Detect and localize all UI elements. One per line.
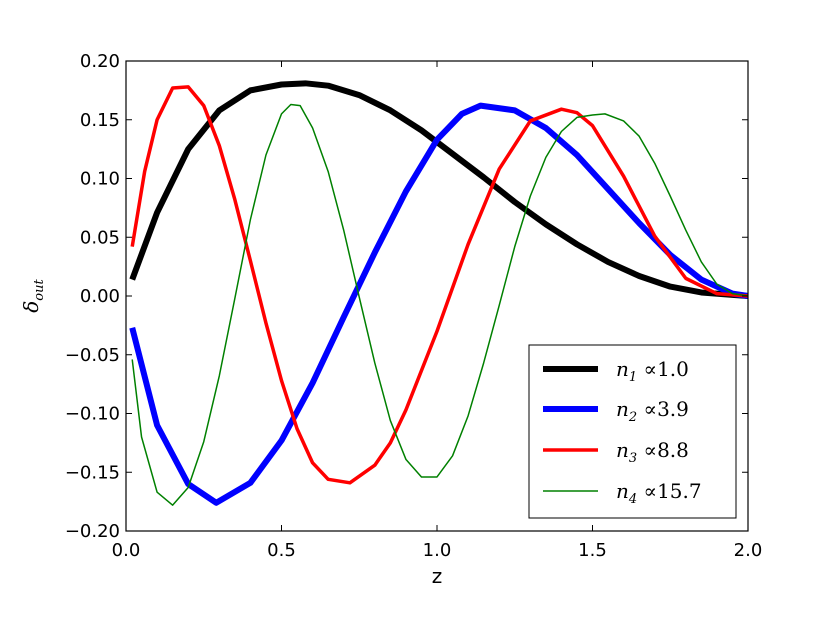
x-tick-label: 0.5 [267, 540, 296, 561]
y-tick-label: −0.05 [65, 345, 120, 366]
y-tick-label: −0.10 [65, 404, 120, 425]
legend-label-subscript: 4 [628, 492, 637, 507]
y-axis-label-symbol: δ [19, 301, 43, 313]
x-axis-label: z [432, 564, 443, 588]
legend-label-subscript: 1 [629, 370, 637, 385]
y-axis-label: δout [19, 278, 47, 312]
y-axis-label-subscript: out [32, 278, 47, 300]
legend-label-subscript: 2 [628, 410, 637, 425]
legend-label-value: ∝3.9 [637, 397, 689, 421]
y-tick-label: 0.05 [80, 227, 120, 248]
svg-text:δout: δout [19, 278, 47, 312]
x-tick-label: 2.0 [734, 540, 763, 561]
series-lines [129, 80, 749, 506]
legend-label-value: ∝15.7 [637, 479, 701, 503]
legend-label-value: ∝8.8 [637, 438, 689, 462]
axis-ticks [125, 60, 749, 532]
legend-label-symbol: n [616, 397, 629, 421]
legend-label-symbol: n [616, 479, 629, 503]
series-line-n4 [131, 103, 749, 506]
y-tick-label: 0.10 [80, 169, 120, 190]
y-tick-label: 0.00 [80, 286, 120, 307]
y-tick-label: −0.20 [65, 521, 120, 542]
x-tick-label: 1.5 [578, 540, 607, 561]
legend-label-n1: n1 ∝1.0 [616, 357, 689, 385]
x-tick-label: 1.0 [423, 540, 452, 561]
legend-label-n3: n3 ∝8.8 [616, 438, 689, 466]
axis-tick-labels: 0.0 0.5 1.0 1.5 2.0 −0.20 −0.15 −0.10 −0.05 0.00 0… [65, 51, 762, 561]
y-tick-label: 0.15 [80, 110, 120, 131]
legend-box [528, 344, 737, 519]
legend-label-n2: n2 ∝3.9 [616, 397, 689, 425]
legend: n1 ∝1.0n2 ∝3.9n3 ∝8.8n4 ∝15.7 [528, 344, 737, 519]
x-tick-label: 0.0 [112, 540, 141, 561]
y-tick-label: −0.15 [65, 462, 120, 483]
legend-label-symbol: n [616, 357, 629, 381]
y-tick-label: 0.20 [80, 51, 120, 72]
legend-label-n4: n4 ∝15.7 [616, 479, 702, 507]
series-line-n3 [130, 85, 749, 485]
legend-label-value: ∝1.0 [637, 357, 689, 381]
legend-label-subscript: 3 [629, 451, 637, 466]
legend-label-symbol: n [616, 438, 629, 462]
